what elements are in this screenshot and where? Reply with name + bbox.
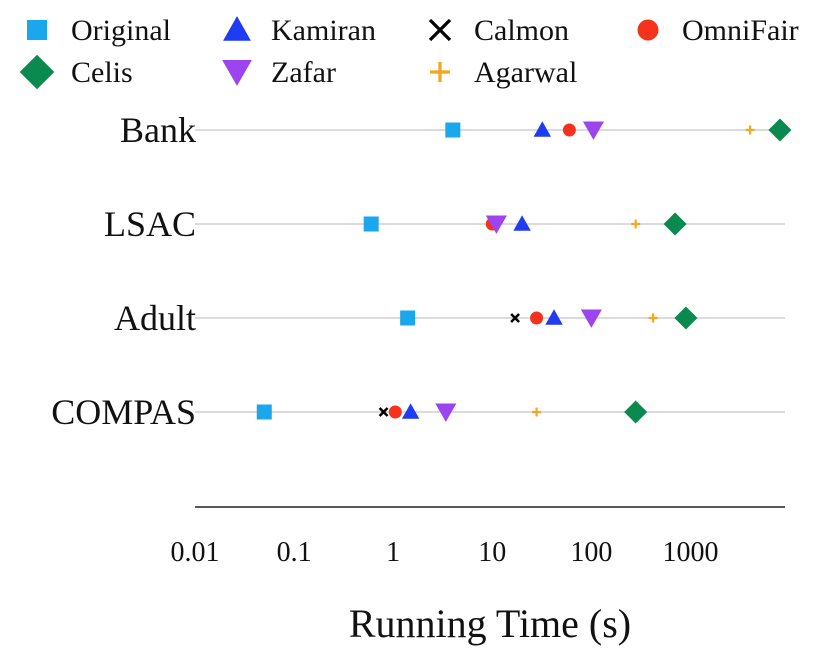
point-agarwal-bank bbox=[745, 125, 755, 135]
point-kamiran-bank bbox=[533, 121, 552, 137]
legend-marker-omnifair bbox=[637, 19, 659, 41]
legend-marker-original bbox=[27, 20, 47, 40]
point-agarwal-adult bbox=[648, 313, 658, 323]
point-celis-bank bbox=[768, 118, 792, 142]
point-original-adult bbox=[400, 310, 416, 326]
x-tick-label-1000: 1000 bbox=[662, 537, 718, 568]
point-calmon-adult bbox=[510, 313, 520, 323]
point-original-compas bbox=[256, 404, 272, 420]
point-celis-lsac bbox=[663, 212, 687, 236]
legend-marker-zafar bbox=[222, 60, 252, 86]
category-rows: Bank LSAC Adult COMPAS bbox=[51, 110, 785, 432]
point-zafar-bank bbox=[582, 121, 604, 140]
point-omnifair-compas bbox=[388, 405, 402, 419]
legend-label-original: Original bbox=[71, 14, 171, 47]
legend-item-omnifair: OmniFair bbox=[637, 14, 799, 47]
point-calmon-compas bbox=[378, 407, 389, 417]
legend-item-original: Original bbox=[27, 14, 171, 47]
point-agarwal-lsac bbox=[631, 219, 641, 229]
point-celis-adult bbox=[674, 306, 698, 330]
point-kamiran-lsac bbox=[513, 215, 531, 231]
legend-label-omnifair: OmniFair bbox=[682, 14, 799, 47]
legend-item-calmon: Calmon bbox=[428, 14, 569, 47]
point-original-lsac bbox=[363, 216, 379, 232]
point-zafar-lsac bbox=[485, 215, 507, 234]
point-omnifair-adult bbox=[530, 311, 544, 325]
x-tick-label-0-1: 0.1 bbox=[277, 537, 312, 568]
point-original-bank bbox=[445, 122, 461, 138]
point-kamiran-adult bbox=[545, 309, 563, 325]
point-celis-compas bbox=[624, 400, 648, 424]
legend-item-celis: Celis bbox=[19, 54, 133, 90]
x-tick-label-1: 1 bbox=[386, 537, 400, 568]
category-label-compas: COMPAS bbox=[51, 392, 196, 432]
legend-label-kamiran: Kamiran bbox=[271, 14, 376, 47]
point-zafar-adult bbox=[580, 309, 602, 328]
legend-marker-calmon bbox=[428, 18, 452, 42]
x-axis-title: Running Time (s) bbox=[349, 601, 631, 646]
x-tick-label-10: 10 bbox=[478, 537, 506, 568]
legend-item-zafar: Zafar bbox=[222, 56, 336, 89]
legend-marker-agarwal bbox=[430, 62, 450, 82]
legend-label-agarwal: Agarwal bbox=[474, 56, 577, 89]
legend: Original Kamiran Calmon OmniFair Celis Zafar A… bbox=[19, 14, 799, 90]
point-omnifair-bank bbox=[562, 123, 576, 137]
category-label-bank: Bank bbox=[120, 110, 196, 150]
legend-label-zafar: Zafar bbox=[271, 56, 336, 89]
legend-label-celis: Celis bbox=[71, 56, 133, 89]
legend-marker-celis bbox=[19, 54, 55, 90]
category-label-adult: Adult bbox=[114, 298, 196, 338]
point-kamiran-compas bbox=[401, 403, 420, 419]
legend-label-calmon: Calmon bbox=[474, 14, 569, 47]
data-points bbox=[256, 118, 792, 424]
legend-item-kamiran: Kamiran bbox=[223, 14, 376, 47]
point-zafar-compas bbox=[435, 403, 457, 422]
x-axis: 0.01 0.1 1 10 100 1000 Running Time (s) bbox=[171, 506, 785, 646]
point-agarwal-compas bbox=[532, 407, 542, 417]
x-tick-label-0-01: 0.01 bbox=[171, 537, 220, 568]
category-label-lsac: LSAC bbox=[104, 204, 196, 244]
x-tick-label-100: 100 bbox=[570, 537, 612, 568]
legend-marker-kamiran bbox=[223, 16, 251, 41]
legend-item-agarwal: Agarwal bbox=[430, 56, 577, 89]
